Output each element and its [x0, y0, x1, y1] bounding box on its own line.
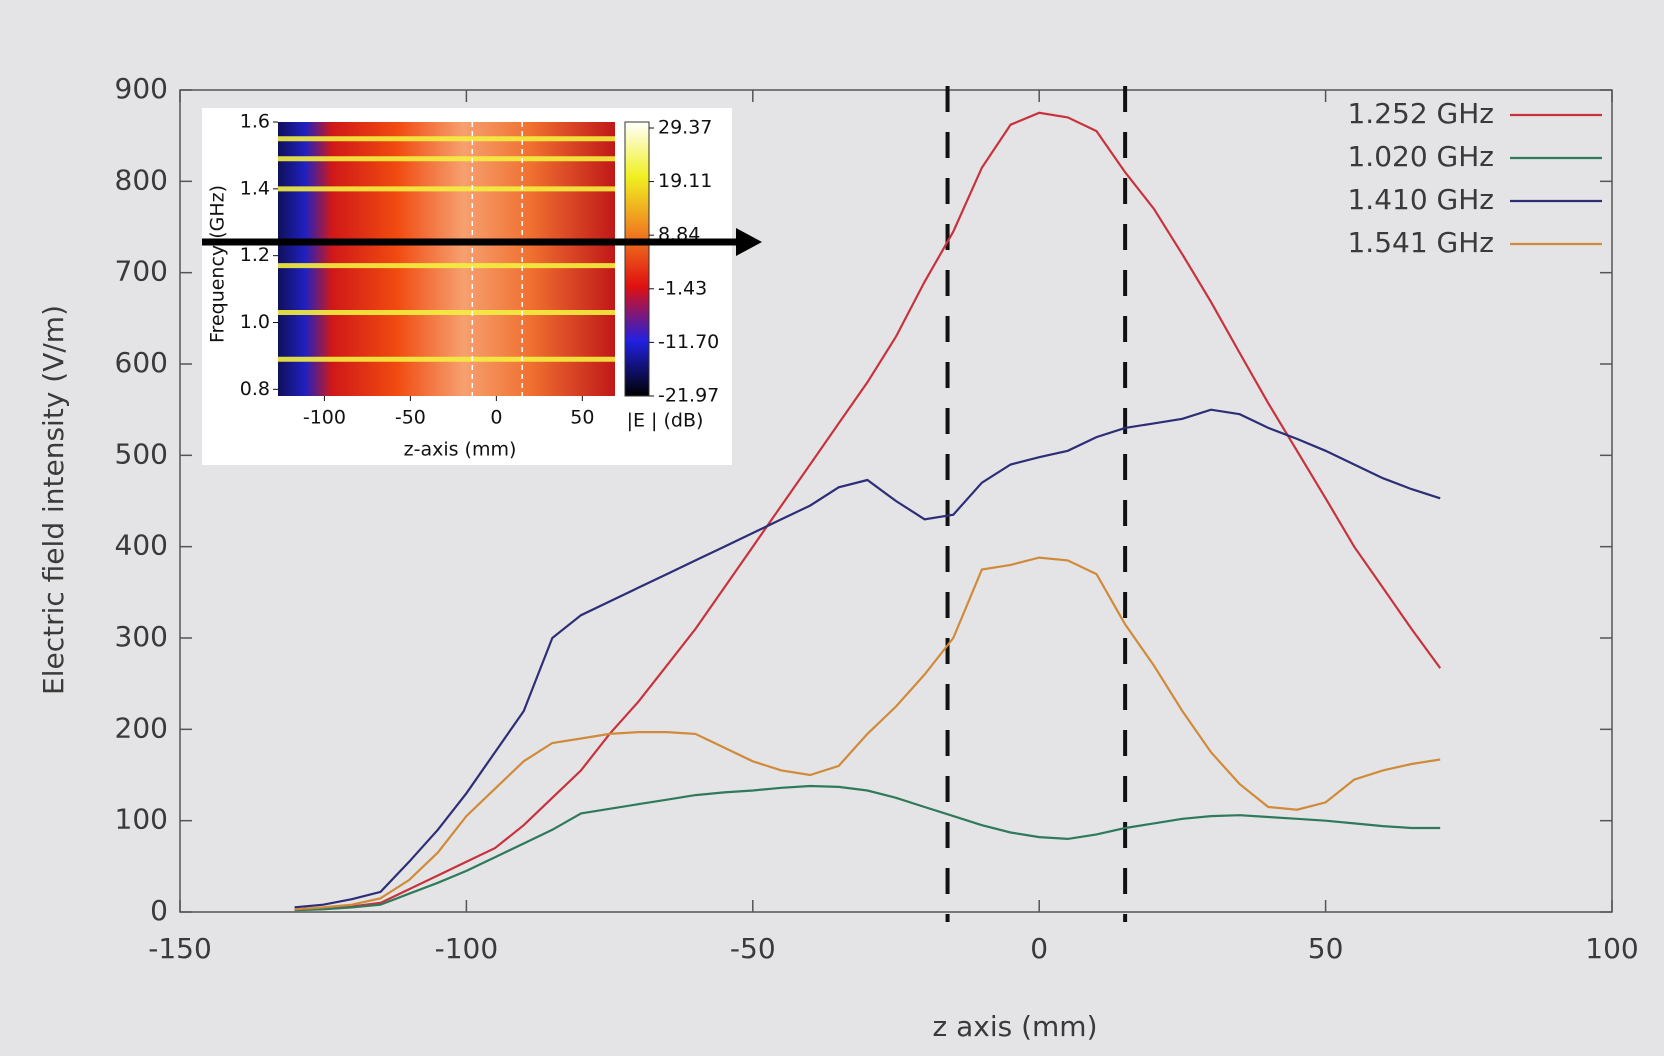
x-axis-label: z axis (mm) — [933, 1010, 1098, 1043]
inset-x-label: z-axis (mm) — [404, 439, 517, 461]
x-tick-label: 100 — [1585, 932, 1638, 965]
y-tick-label: 0 — [150, 894, 168, 927]
x-tick-label: 0 — [1030, 932, 1048, 965]
y-tick-label: 400 — [115, 529, 168, 562]
legend-label: 1.410 GHz — [1347, 183, 1494, 216]
inset-x-tick-label: 50 — [570, 407, 594, 429]
x-tick-label: -150 — [148, 932, 212, 965]
colorbar-tick-label: -1.43 — [658, 277, 707, 299]
y-tick-label: 800 — [115, 163, 168, 196]
series-line — [294, 784, 1441, 912]
y-axis-label: Electric field intensity (V/m) — [37, 305, 70, 695]
main-chart: z axis (mm) Electric field intensity (V/… — [37, 72, 1639, 1043]
inset-x-tick-label: -100 — [303, 407, 346, 429]
inset-y-tick-label: 1.6 — [240, 111, 270, 133]
legend-label: 1.541 GHz — [1347, 226, 1494, 259]
inset-y-tick-label: 1.0 — [240, 311, 270, 333]
inset-y-tick-label: 0.8 — [240, 378, 270, 400]
x-tick-label: -50 — [730, 932, 776, 965]
x-tick-label: 50 — [1308, 932, 1344, 965]
legend-label: 1.020 GHz — [1347, 140, 1494, 173]
series-line — [294, 111, 1442, 911]
heatmap — [278, 122, 615, 396]
y-tick-label: 900 — [115, 72, 168, 105]
inset-chart: z-axis (mm) Frequency (GHz) |E | (dB) 0.… — [202, 108, 732, 465]
colorbar-tick-label: 29.37 — [658, 117, 712, 139]
inset-y-label: Frequency (GHz) — [207, 185, 229, 343]
inset-x-tick-label: -50 — [395, 407, 426, 429]
x-tick-label: -100 — [435, 932, 499, 965]
plot-frame — [179, 89, 1613, 913]
arrow — [202, 228, 762, 256]
legend-label: 1.252 GHz — [1347, 97, 1494, 130]
colorbar-label: |E | (dB) — [627, 410, 704, 432]
y-tick-label: 100 — [115, 803, 168, 836]
y-tick-label: 500 — [115, 437, 168, 470]
y-tick-label: 300 — [115, 620, 168, 653]
y-tick-label: 600 — [115, 346, 168, 379]
colorbar-tick-label: -21.97 — [658, 385, 719, 407]
inset-x-tick-label: 0 — [490, 407, 502, 429]
y-tick-label: 700 — [115, 255, 168, 288]
colorbar-tick-label: 19.11 — [658, 170, 712, 192]
y-tick-label: 200 — [115, 711, 168, 744]
series-line — [294, 408, 1441, 909]
inset-y-tick-label: 1.4 — [240, 177, 270, 199]
colorbar — [624, 121, 650, 397]
series-line — [294, 556, 1441, 911]
colorbar-tick-label: -11.70 — [658, 331, 719, 353]
inset-y-tick-label: 1.2 — [240, 244, 270, 266]
